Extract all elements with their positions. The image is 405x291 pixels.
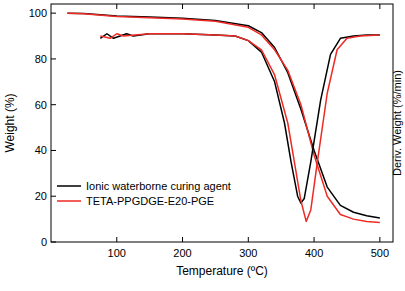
x-tick [314, 237, 315, 242]
legend-label: Ionic waterborne curing agent [86, 180, 231, 192]
series-line [67, 13, 379, 218]
series-line [100, 34, 380, 222]
y-tick-label: 40 [35, 144, 47, 156]
x-tick-top [248, 4, 249, 9]
y-tick [51, 104, 56, 105]
x-tick [248, 237, 249, 242]
x-tick-top [379, 4, 380, 9]
legend-swatch [57, 200, 81, 202]
x-tick [116, 237, 117, 242]
y-tick-label: 80 [35, 53, 47, 65]
x-tick-label: 200 [173, 247, 191, 259]
y2-axis-label: Deriv. Weight (%/min) [391, 70, 403, 176]
y-tick [51, 58, 56, 59]
x-tick [379, 237, 380, 242]
legend-swatch [57, 185, 81, 187]
x-axis-label: Temperature (ºC) [176, 264, 268, 278]
y-tick [51, 150, 56, 151]
y-axis-label: Weight (%) [3, 93, 17, 152]
y-tick [51, 242, 56, 243]
legend: Ionic waterborne curing agent TETA-PPGDGE… [57, 180, 231, 207]
plot-area [67, 13, 379, 222]
series-line [67, 13, 379, 222]
y-tick-label: 0 [41, 236, 47, 248]
y-tick-label: 100 [29, 7, 47, 19]
chart: 100 200 300 400 500 0 20 40 60 80 100 Temperature (… [0, 0, 405, 291]
y-tick-label: 60 [35, 99, 47, 111]
y-tick [51, 196, 56, 197]
x-tick-top [182, 4, 183, 9]
y-tick [51, 13, 56, 14]
x-tick-label: 500 [371, 247, 389, 259]
frame [51, 4, 393, 242]
x-tick-top [116, 4, 117, 9]
x-tick [182, 237, 183, 242]
x-tick-top [314, 4, 315, 9]
legend-label: TETA-PPGDGE-E20-PGE [86, 195, 214, 207]
x-tick-label: 100 [108, 247, 126, 259]
x-tick-label: 300 [239, 247, 257, 259]
x-tick-label: 400 [305, 247, 323, 259]
y-tick-label: 20 [35, 190, 47, 202]
series-line [100, 34, 380, 203]
